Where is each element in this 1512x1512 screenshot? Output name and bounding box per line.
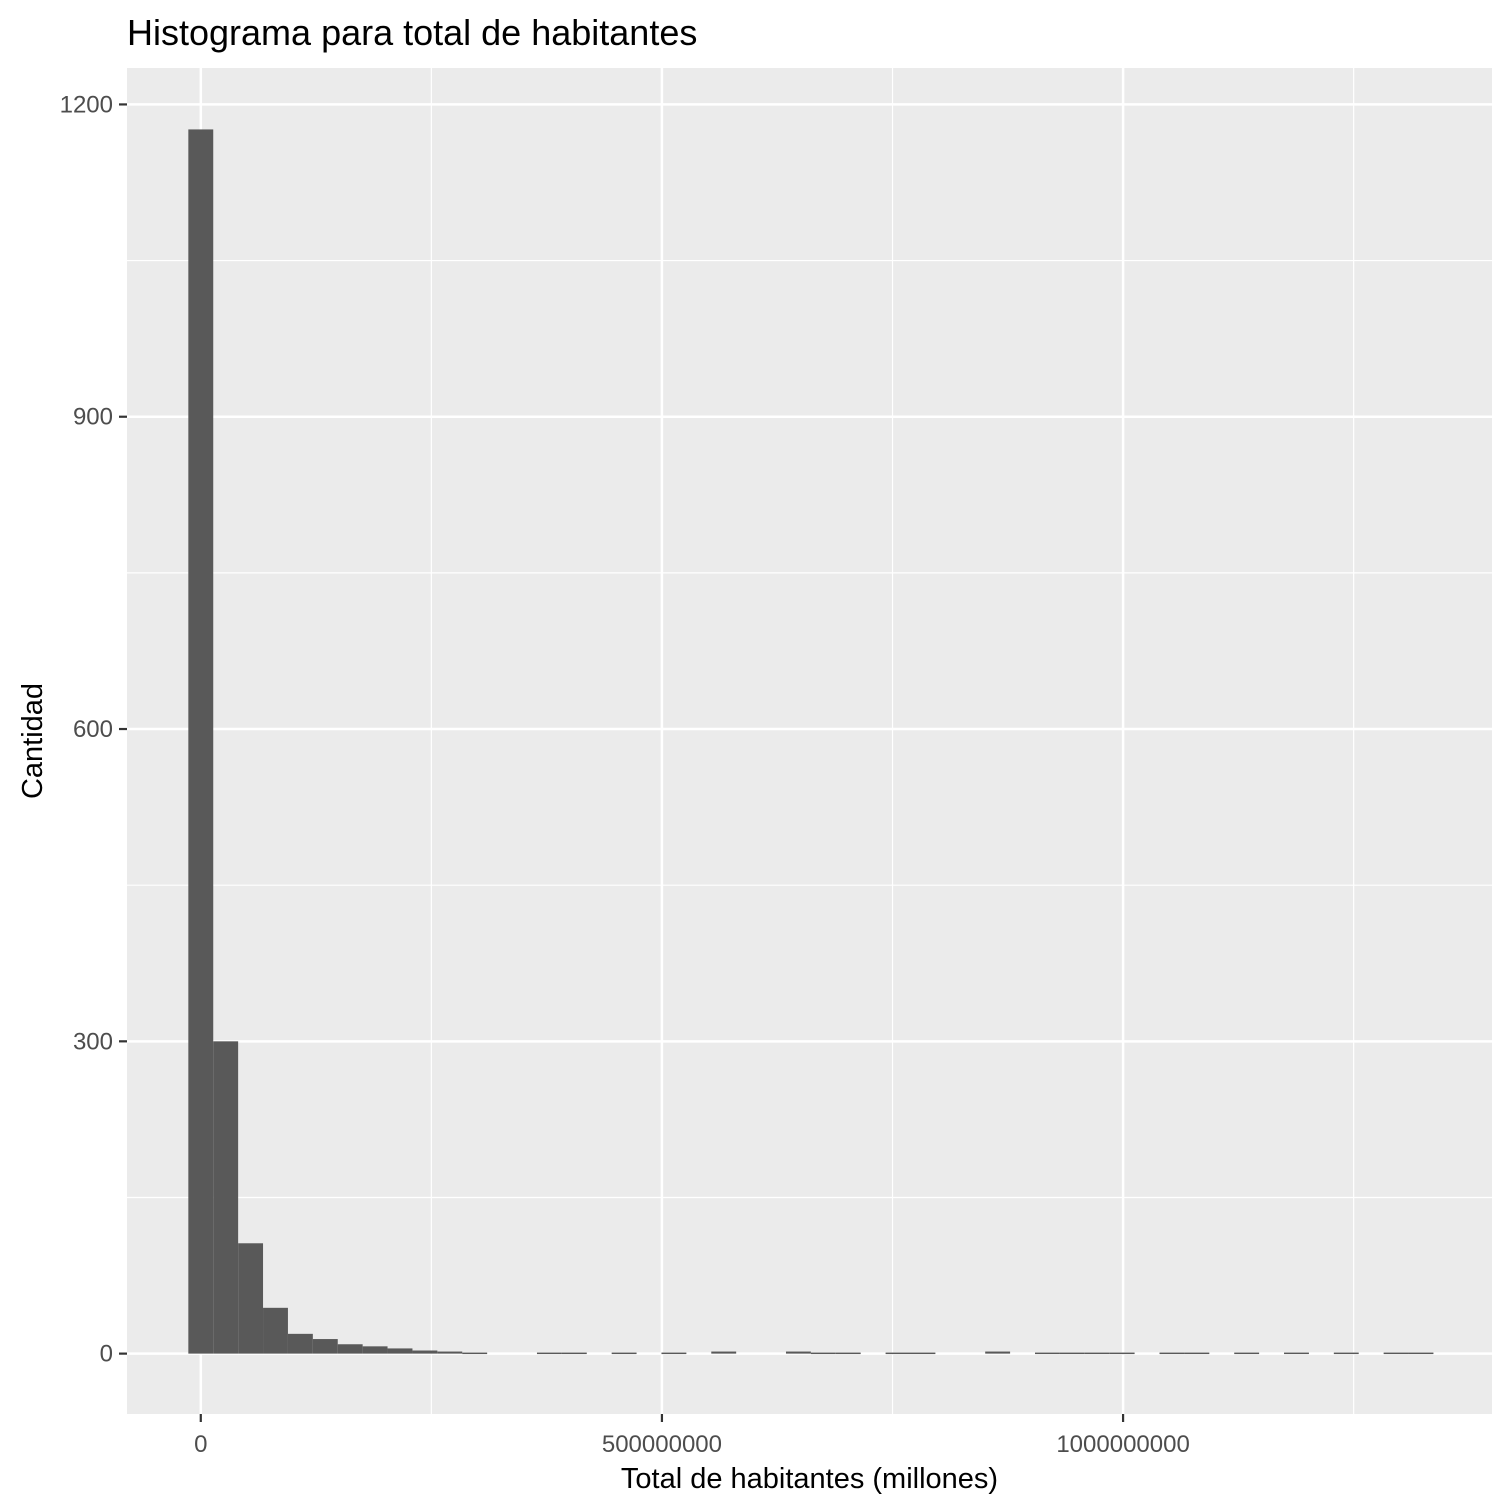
histogram-bar xyxy=(437,1351,463,1354)
x-tick-label: 500000000 xyxy=(602,1431,722,1458)
histogram-bar xyxy=(238,1243,264,1354)
histogram-bar xyxy=(412,1350,438,1354)
histogram-bar xyxy=(263,1307,288,1354)
histogram-bars xyxy=(188,129,1434,1355)
histogram-bar xyxy=(985,1351,1011,1354)
histogram-bar xyxy=(1059,1352,1085,1355)
histogram-bar xyxy=(536,1352,562,1355)
histogram-bar xyxy=(835,1352,861,1355)
histogram-bar xyxy=(810,1352,836,1355)
histogram-bar xyxy=(188,129,214,1354)
x-tick-label: 0 xyxy=(194,1431,207,1458)
histogram-bar xyxy=(785,1351,811,1354)
y-tick-label: 900 xyxy=(73,404,113,431)
histogram-bar xyxy=(885,1352,911,1355)
histogram-bar xyxy=(1109,1352,1135,1355)
histogram-bar xyxy=(1333,1352,1359,1355)
histogram-bar xyxy=(561,1352,587,1355)
histogram-bar xyxy=(611,1352,637,1355)
y-tick-label: 600 xyxy=(73,716,113,743)
histogram-bar xyxy=(387,1348,413,1354)
histogram-bar xyxy=(661,1352,687,1355)
histogram-bar xyxy=(462,1352,488,1355)
y-axis-title: Cantidad xyxy=(17,683,49,799)
histogram-bar xyxy=(337,1344,363,1354)
axes: 0 500000000 1000000000 0 300 600 900 1200 xyxy=(60,91,1190,1458)
histogram-bar xyxy=(1184,1352,1210,1355)
histogram-bar xyxy=(1035,1352,1060,1355)
histogram-bar xyxy=(362,1346,388,1354)
histogram-bar xyxy=(1159,1352,1185,1355)
histogram-bar xyxy=(1383,1352,1409,1355)
histogram-bar xyxy=(287,1333,313,1354)
x-tick-label: 1000000000 xyxy=(1056,1431,1189,1458)
histogram-bar xyxy=(1234,1352,1260,1355)
y-tick-label: 300 xyxy=(73,1028,113,1055)
chart-title: Histograma para total de habitantes xyxy=(127,12,698,53)
histogram-bar xyxy=(1284,1352,1309,1355)
plot-panel xyxy=(127,68,1492,1414)
x-axis-title: Total de habitantes (millones) xyxy=(621,1463,998,1495)
histogram-bar xyxy=(910,1352,936,1355)
y-tick-label: 0 xyxy=(100,1341,113,1368)
histogram-bar xyxy=(1408,1352,1434,1355)
histogram-bar xyxy=(1084,1352,1110,1355)
histogram-bar xyxy=(711,1351,737,1354)
histogram-bar xyxy=(213,1041,239,1354)
histogram-bar xyxy=(312,1339,338,1354)
y-tick-label: 1200 xyxy=(60,91,113,118)
